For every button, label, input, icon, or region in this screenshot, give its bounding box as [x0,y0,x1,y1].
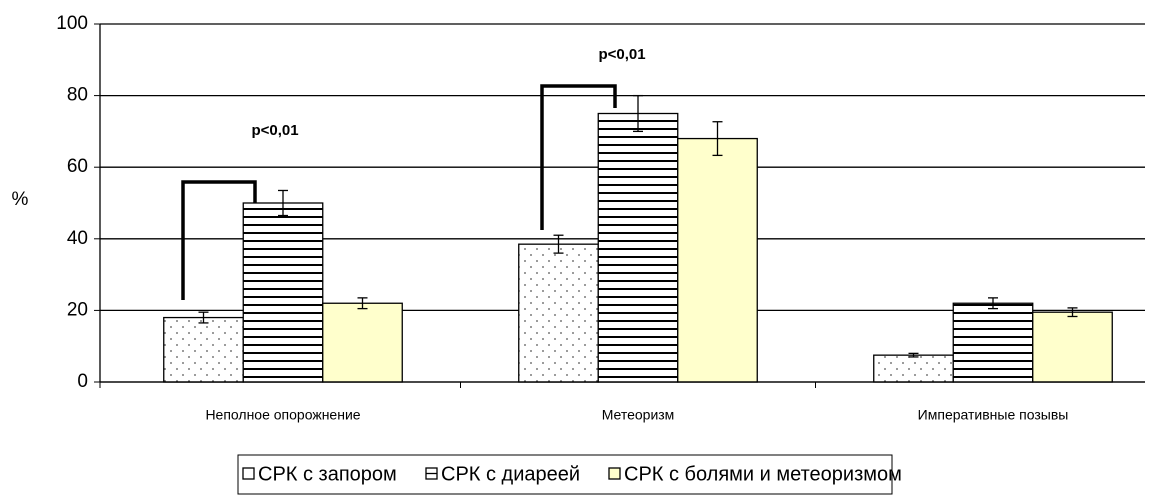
bar [677,137,758,383]
bar [163,316,244,383]
error-bar [633,94,643,133]
error-bar [553,234,564,254]
x-tick-label: Неполное опорожнение [205,407,360,423]
significance-bracket [181,180,257,300]
y-axis-label: % [12,189,29,210]
error-bar [988,297,998,310]
annotation: p<0,01 [598,46,645,63]
bar [873,354,954,383]
bar [518,243,599,383]
error-bar [908,352,919,358]
y-tick-label: 40 [67,228,88,249]
error-bar [278,189,288,217]
y-tick-label: 60 [67,156,88,177]
significance-bracket [540,84,617,230]
legend-label: СРК с болями и метеоризмом [624,463,902,485]
legend-swatch [608,467,621,480]
annotation: p<0,01 [251,122,298,139]
legend-label: СРК с запором [258,463,397,485]
x-tick-label: Императивные позывы [918,407,1069,423]
y-tick-label: 0 [77,371,88,392]
error-bar [357,297,368,310]
y-tick-label: 80 [67,85,88,106]
x-tick-label: Метеоризм [602,407,675,423]
legend-box [237,454,893,495]
error-bar [198,311,209,324]
y-tick-label: 20 [67,299,88,320]
bar [1032,311,1113,383]
legend-swatch [242,467,255,480]
error-bar [1067,307,1078,318]
error-bar [712,121,723,157]
legend-label: СРК с диареей [441,463,580,485]
y-tick-label: 100 [56,13,88,34]
bar [952,302,1034,383]
bar [322,302,403,383]
bar [242,202,324,383]
bar [597,112,679,383]
